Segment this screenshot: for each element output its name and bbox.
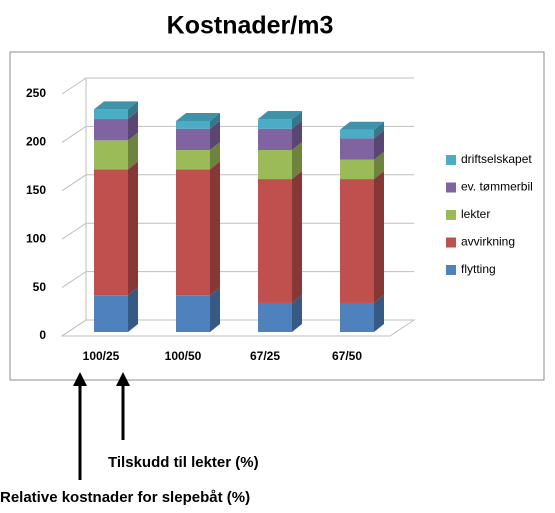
bar-segment (176, 150, 210, 170)
legend-swatch (446, 182, 456, 193)
bar-segment (176, 128, 210, 151)
bar-segment (94, 140, 128, 170)
bar-side (128, 111, 138, 141)
annotation: Tilskudd til lekter (%) (108, 454, 259, 471)
bar-segment (258, 150, 292, 180)
bar-side (128, 101, 138, 120)
bar-segment (94, 109, 128, 120)
bar-side (374, 151, 384, 180)
legend-label: avvirkning (461, 235, 515, 249)
bar-side (210, 161, 220, 296)
bar-side (210, 120, 220, 151)
grid-line (61, 271, 414, 289)
x-tick-label: 67/25 (250, 349, 280, 363)
bar-top (340, 121, 384, 130)
bar-side (292, 142, 302, 180)
y-tick-label: 150 (26, 183, 46, 197)
bar-side (210, 142, 220, 170)
bar-segment (176, 295, 210, 332)
bar-side (210, 112, 220, 129)
chart-title: Kostnader/m3 (167, 12, 334, 40)
bar-side (128, 287, 138, 332)
bar-side (374, 171, 384, 303)
legend-label: flytting (461, 262, 496, 276)
legend-label: driftselskapet (461, 152, 532, 166)
x-tick-label: 100/25 (83, 349, 120, 363)
bar-side (292, 120, 302, 151)
bar-segment (176, 169, 210, 296)
grid-line (61, 174, 414, 192)
grid-line (61, 77, 414, 95)
bar-segment (340, 159, 374, 180)
bar-segment (258, 128, 292, 151)
bar-segment (176, 120, 210, 129)
bar-segment (258, 119, 292, 129)
bar-segment (340, 302, 374, 332)
x-tick-label: 100/50 (165, 349, 202, 363)
bar-side (128, 161, 138, 296)
y-tick-label: 250 (26, 86, 46, 100)
bar-side (292, 111, 302, 129)
y-tick-label: 50 (33, 280, 47, 294)
bar-segment (258, 179, 292, 303)
legend-swatch (446, 155, 456, 165)
bar-side (374, 121, 384, 139)
y-tick-label: 200 (26, 135, 46, 149)
bar-segment (94, 119, 128, 141)
bar-top (258, 111, 302, 120)
arrow-head (73, 372, 87, 386)
bar-segment (258, 302, 292, 332)
bar-segment (94, 295, 128, 332)
bar-side (374, 130, 384, 160)
bar-segment (340, 179, 374, 303)
y-tick-label: 0 (39, 328, 46, 342)
grid-line (61, 125, 414, 143)
bar-side (292, 171, 302, 303)
grid-line (61, 319, 414, 337)
legend-label: ev. tømmerbil (461, 180, 533, 194)
bar-segment (340, 129, 374, 139)
legend-swatch (446, 210, 456, 220)
arrow-head (116, 372, 130, 386)
x-tick-label: 67/50 (332, 349, 362, 363)
bar-top (94, 101, 138, 110)
legend-swatch (446, 237, 456, 248)
bar-side (128, 132, 138, 170)
bar-segment (94, 169, 128, 296)
bar-top (176, 112, 220, 121)
bar-side (210, 287, 220, 332)
bar-side (292, 294, 302, 332)
annotation: Relative kostnader for slepebåt (%) (0, 489, 250, 506)
legend-swatch (446, 265, 456, 275)
bar-segment (340, 138, 374, 160)
legend-label: lekter (461, 207, 490, 221)
y-tick-label: 100 (26, 231, 46, 245)
bar-side (374, 294, 384, 332)
grid-line (61, 222, 414, 240)
